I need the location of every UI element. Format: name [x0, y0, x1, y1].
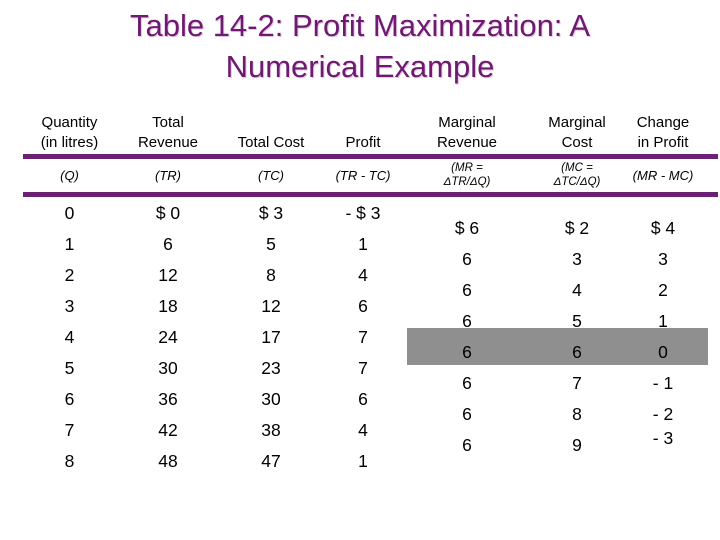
column-marginal-revenue-values: $ 6 6 6 6 6 6 6 6: [404, 213, 530, 461]
column-profit-header: Profit: [345, 134, 381, 151]
table-cell: 7: [572, 373, 582, 393]
table-cell: 2: [64, 265, 75, 285]
slide-title: Table 14-2: Profit Maximization: A Numer…: [0, 5, 720, 87]
table-cell: 3: [658, 249, 668, 269]
table-cell: 18: [158, 296, 178, 316]
table-cell: 8: [266, 265, 276, 285]
table-cell: 12: [158, 265, 178, 285]
column-profit-values: - $ 3 1 4 6 7 7 6 4 1: [322, 198, 404, 477]
table-cell: 7: [358, 327, 368, 347]
table-cell: 1: [358, 451, 368, 471]
column-marginal-cost-formula: (MC = ΔTC/ΔQ): [553, 162, 601, 188]
table-cell: 6: [163, 234, 173, 254]
table-cell: 3: [572, 249, 582, 269]
table-cell: 5: [572, 311, 582, 331]
table-cell: 42: [158, 420, 178, 440]
table-cell: - $ 3: [345, 203, 381, 223]
column-total-revenue-values: $ 0 6 12 18 24 30 36 42 48: [116, 198, 220, 477]
column-quantity-formula: (Q): [60, 167, 79, 183]
column-change-in-profit-values: $ 4 3 2 1 0 - 1 - 2 - 3: [616, 213, 710, 461]
column-quantity-header: Quantity (in litres): [40, 114, 99, 151]
table-cell: 7: [64, 420, 75, 440]
table-cell: 1: [358, 234, 368, 254]
column-change-in-profit: Change in Profit (MR - MC) $ 4 3 2 1 0 - 1 - 2…: [616, 0, 710, 540]
title-line-1: Table 14-2: Profit Maximization: A: [129, 8, 591, 43]
column-change-in-profit-header: Change in Profit: [636, 114, 690, 151]
column-total-revenue-formula: (TR): [155, 167, 181, 183]
column-marginal-cost: Marginal Cost (MC = ΔTC/ΔQ) $ 2 3 4 5 6 7 8 9: [530, 0, 624, 540]
table-cell: 4: [64, 327, 75, 347]
column-quantity: Quantity (in litres) (Q) 0 1 2 3 4 5 6 7 8: [23, 0, 116, 540]
column-marginal-revenue: Marginal Revenue (MR = ΔTR/ΔQ) $ 6 6 6 6 6 6 6…: [404, 0, 530, 540]
table-cell: 17: [261, 327, 281, 347]
table-cell: 12: [261, 296, 281, 316]
column-total-cost-formula: (TC): [258, 167, 284, 183]
table-cell: 24: [158, 327, 178, 347]
table-cell: 6: [462, 373, 472, 393]
table-cell: 6: [462, 311, 472, 331]
table-cell: $ 4: [650, 218, 676, 238]
table-cell: 6: [462, 435, 472, 455]
table-cell: 2: [658, 280, 668, 300]
column-total-cost-values: $ 3 5 8 12 17 23 30 38 47: [220, 198, 322, 477]
table-cell: 36: [158, 389, 178, 409]
table-cell: 30: [158, 358, 178, 378]
table-cell: - 3: [652, 428, 674, 448]
table-cell: 6: [462, 404, 472, 424]
column-marginal-revenue-formula: (MR = ΔTR/ΔQ): [443, 162, 491, 188]
column-total-revenue-header: Total Revenue: [137, 114, 199, 151]
table-cell: 9: [572, 435, 582, 455]
table-cell: 48: [158, 451, 178, 471]
table-cell: 30: [261, 389, 281, 409]
column-total-cost-header: Total Cost: [237, 134, 305, 151]
table-cell: 1: [64, 234, 75, 254]
table-header-top-rule: [23, 154, 718, 159]
column-total-cost: Total Cost (TC) $ 3 5 8 12 17 23 30 38 47: [220, 0, 322, 540]
table-cell: 4: [572, 280, 582, 300]
table-cell: $ 0: [155, 203, 181, 223]
table-cell: 38: [261, 420, 281, 440]
table-cell: $ 2: [564, 218, 590, 238]
table-cell: 6: [462, 280, 472, 300]
table-cell: 3: [64, 296, 75, 316]
column-profit: Profit (TR - TC) - $ 3 1 4 6 7 7 6 4 1: [322, 0, 404, 540]
table-cell: 47: [261, 451, 281, 471]
column-marginal-cost-header: Marginal Cost: [548, 114, 606, 151]
table-cell: 5: [266, 234, 276, 254]
table-cell: - 2: [652, 404, 674, 424]
table-cell: 0: [658, 342, 668, 362]
table-cell: $ 3: [258, 203, 284, 223]
table-cell: 23: [261, 358, 281, 378]
table-cell: 6: [64, 389, 75, 409]
table-cell: 7: [358, 358, 368, 378]
table-cell: - 1: [652, 373, 674, 393]
table-header-bottom-rule: [23, 192, 718, 197]
table-cell: 6: [358, 389, 368, 409]
table-cell: 5: [64, 358, 75, 378]
profit-max-highlight-bar: [407, 328, 708, 365]
column-total-revenue: Total Revenue (TR) $ 0 6 12 18 24 30 36 42 48: [116, 0, 220, 540]
table-cell: 6: [462, 249, 472, 269]
table-cell: 8: [64, 451, 75, 471]
table-cell: 4: [358, 420, 368, 440]
table-cell: 8: [572, 404, 582, 424]
table-cell: 6: [358, 296, 368, 316]
table-cell: 0: [64, 203, 75, 223]
column-quantity-values: 0 1 2 3 4 5 6 7 8: [23, 198, 116, 477]
column-marginal-cost-values: $ 2 3 4 5 6 7 8 9: [530, 213, 624, 461]
table-cell: $ 6: [454, 218, 480, 238]
column-marginal-revenue-header: Marginal Revenue: [436, 114, 498, 151]
table-cell: 1: [658, 311, 668, 331]
table-cell: 6: [462, 342, 472, 362]
column-profit-formula: (TR - TC): [335, 167, 391, 183]
title-line-2: Numerical Example: [225, 49, 495, 84]
column-change-in-profit-formula: (MR - MC): [632, 167, 694, 183]
table-cell: 4: [358, 265, 368, 285]
table-cell: 6: [572, 342, 582, 362]
